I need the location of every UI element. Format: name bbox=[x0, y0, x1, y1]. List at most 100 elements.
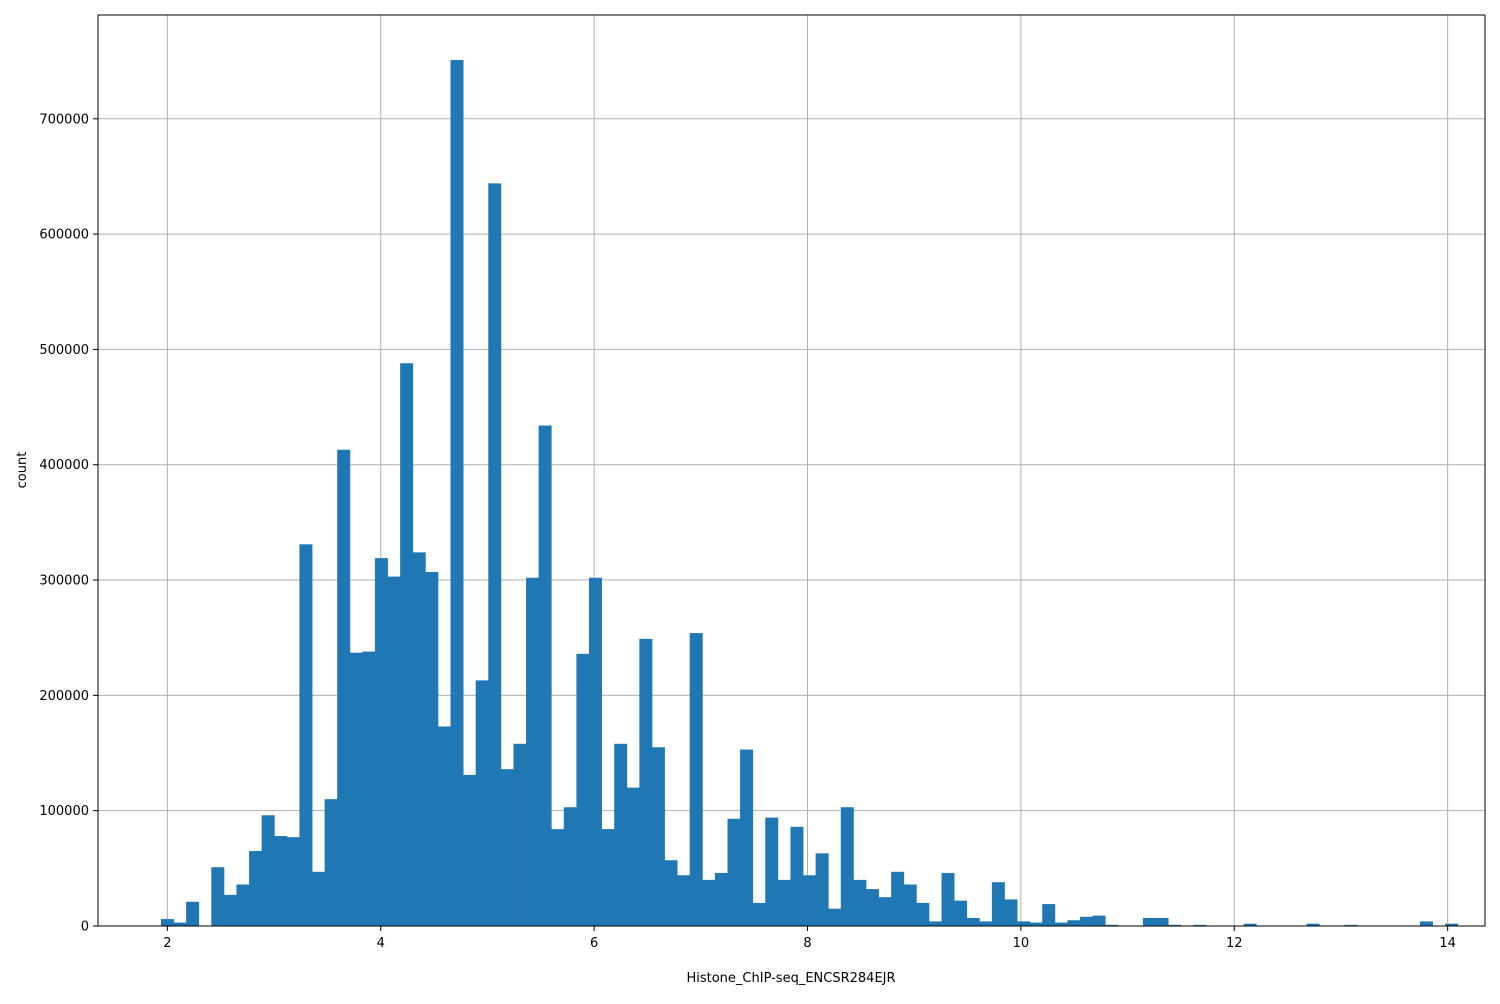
histogram-bar bbox=[891, 871, 905, 926]
histogram-bar bbox=[1155, 917, 1169, 926]
histogram-bar bbox=[526, 577, 540, 926]
histogram-bar bbox=[425, 571, 439, 926]
histogram-bar bbox=[374, 558, 388, 926]
histogram-bar bbox=[513, 743, 527, 926]
histogram-bar bbox=[337, 449, 351, 926]
grid-layer bbox=[98, 15, 1485, 927]
x-tick-label: 4 bbox=[377, 936, 385, 951]
histogram-bar bbox=[991, 882, 1005, 926]
histogram-bar bbox=[538, 425, 552, 926]
histogram-bar bbox=[1092, 915, 1106, 926]
histogram-bar bbox=[790, 826, 804, 926]
histogram-bar bbox=[1067, 920, 1081, 926]
histogram-bar bbox=[551, 829, 565, 926]
histogram-bar bbox=[563, 807, 577, 926]
histogram-bar bbox=[1193, 924, 1207, 926]
histogram-bar bbox=[324, 799, 338, 926]
histogram-bar bbox=[387, 576, 401, 926]
histogram-bar bbox=[815, 853, 829, 926]
histogram-bar bbox=[236, 884, 250, 926]
bars-layer bbox=[160, 59, 1459, 927]
histogram-bar bbox=[941, 872, 955, 926]
x-tick-label: 2 bbox=[163, 936, 171, 951]
histogram-bar bbox=[1445, 923, 1459, 926]
histogram-bar bbox=[1054, 922, 1068, 926]
histogram-bar bbox=[865, 889, 879, 926]
histogram-bar bbox=[714, 872, 728, 926]
histogram-bar bbox=[437, 726, 451, 926]
histogram-bar bbox=[916, 902, 930, 926]
histogram-bar bbox=[312, 871, 326, 926]
histogram-bar bbox=[160, 919, 174, 926]
histogram-bar bbox=[664, 860, 678, 926]
histogram-bar bbox=[211, 867, 225, 926]
histogram-bar bbox=[1105, 924, 1119, 926]
histogram-bar bbox=[400, 363, 414, 926]
x-tick-label: 8 bbox=[803, 936, 811, 951]
histogram-bar bbox=[274, 836, 288, 926]
histogram-bar bbox=[702, 879, 716, 926]
histogram-bar bbox=[651, 747, 665, 926]
x-tick-label: 12 bbox=[1226, 936, 1243, 951]
histogram-bar bbox=[488, 183, 502, 926]
histogram-bar bbox=[727, 818, 741, 926]
histogram-bar bbox=[954, 900, 968, 926]
histogram-bar bbox=[966, 917, 980, 926]
histogram-bar bbox=[1142, 917, 1156, 926]
histogram-bar bbox=[1344, 924, 1358, 926]
histogram-bar bbox=[803, 875, 817, 926]
x-tick-label: 10 bbox=[1013, 936, 1030, 951]
histogram-bar bbox=[601, 829, 615, 926]
x-tick-label: 14 bbox=[1439, 936, 1456, 951]
histogram-bar bbox=[1042, 904, 1056, 926]
histogram-bar bbox=[840, 807, 854, 926]
histogram-bar bbox=[1419, 921, 1433, 926]
histogram-bar bbox=[853, 879, 867, 926]
histogram-bar bbox=[1243, 923, 1257, 926]
histogram-bar bbox=[261, 815, 275, 926]
histogram-bar bbox=[349, 652, 363, 926]
histogram-bar bbox=[412, 552, 426, 926]
histogram-bar bbox=[639, 638, 653, 926]
histogram-bar bbox=[223, 894, 237, 926]
histogram-bar bbox=[740, 749, 754, 926]
histogram-bar bbox=[752, 902, 766, 926]
y-tick-label: 200000 bbox=[39, 689, 89, 704]
y-tick-label: 300000 bbox=[39, 574, 89, 589]
histogram-bar bbox=[588, 577, 602, 926]
histogram-bar bbox=[450, 59, 464, 927]
y-tick-label: 500000 bbox=[39, 343, 89, 358]
histogram-bar bbox=[475, 680, 489, 926]
x-tick-label: 6 bbox=[590, 936, 598, 951]
histogram-bar bbox=[576, 653, 590, 926]
ticks-layer: 2 4 6 8 10 12 14 0 100000 200000 300000 400000 50000… bbox=[39, 112, 1456, 951]
histogram-bar bbox=[765, 817, 779, 926]
histogram-bar bbox=[626, 787, 640, 926]
y-tick-label: 400000 bbox=[39, 458, 89, 473]
histogram-bar bbox=[186, 901, 200, 926]
y-tick-label: 700000 bbox=[39, 112, 89, 127]
x-axis-label: Histone_ChIP-seq_ENCSR284EJR bbox=[686, 971, 895, 986]
histogram-bar bbox=[928, 921, 942, 926]
histogram-bar bbox=[903, 884, 917, 926]
histogram-bar bbox=[1168, 924, 1182, 926]
histogram-bar bbox=[1029, 922, 1043, 926]
y-axis-label: count bbox=[15, 452, 30, 489]
histogram-bar bbox=[614, 743, 628, 926]
histogram-bar bbox=[1004, 899, 1018, 926]
y-tick-label: 100000 bbox=[39, 804, 89, 819]
y-tick-label: 600000 bbox=[39, 228, 89, 243]
histogram-bar bbox=[979, 921, 993, 926]
histogram-bar bbox=[299, 544, 313, 926]
histogram-bar bbox=[1079, 916, 1093, 926]
histogram-bar bbox=[878, 897, 892, 926]
histogram-bar bbox=[286, 837, 300, 926]
histogram-bar bbox=[362, 651, 376, 926]
histogram-bar bbox=[463, 774, 477, 926]
y-tick-label: 0 bbox=[81, 920, 89, 935]
histogram-bar bbox=[1017, 921, 1031, 926]
histogram-bar bbox=[249, 851, 263, 926]
plot-frame bbox=[97, 14, 1486, 927]
histogram-bar bbox=[1306, 923, 1320, 926]
